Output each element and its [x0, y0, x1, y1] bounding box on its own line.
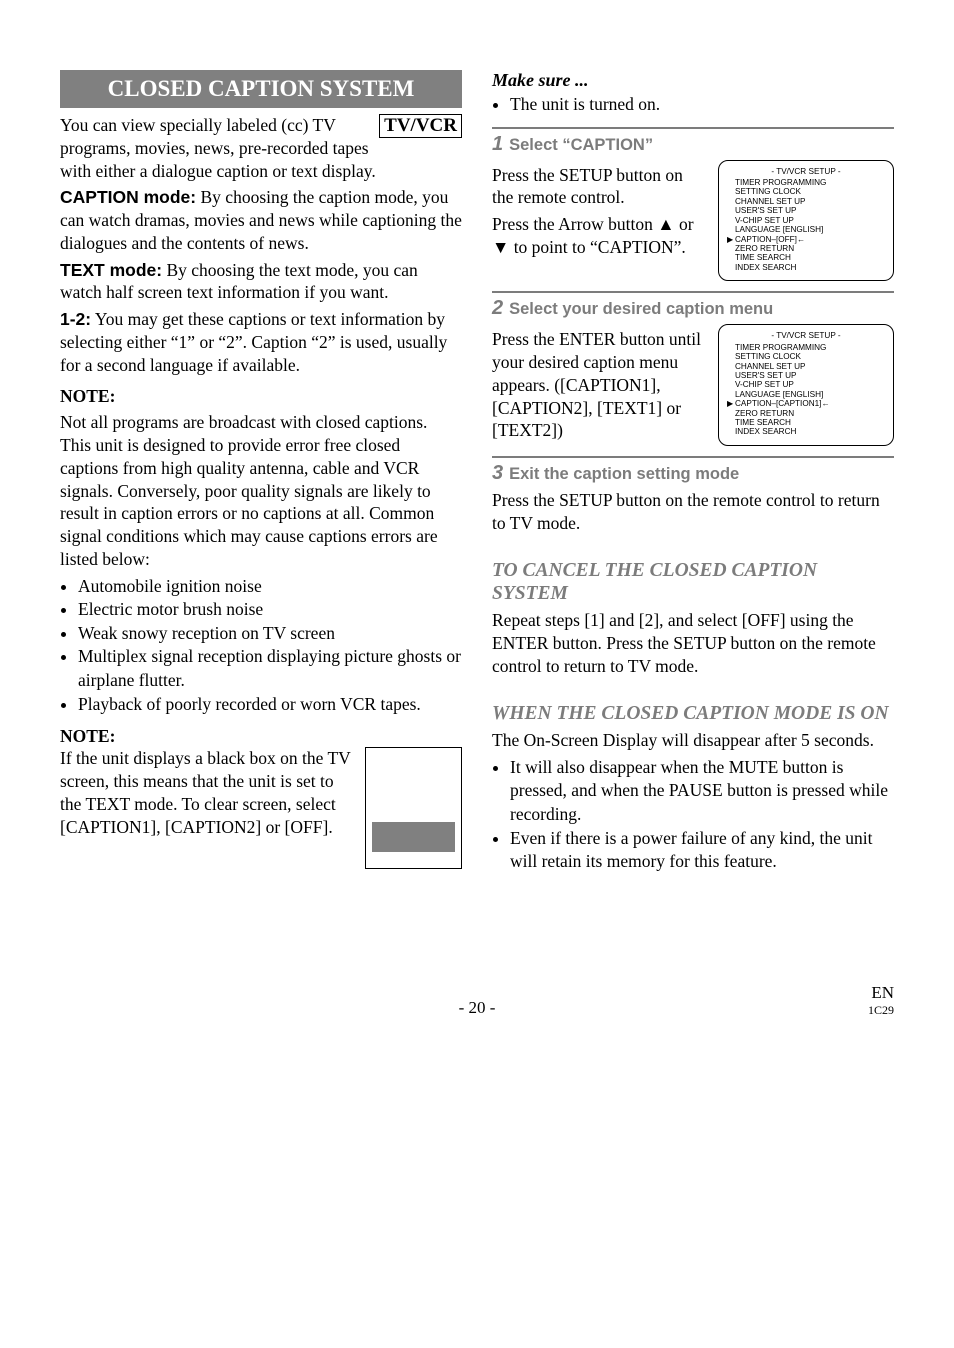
- list-item: Automobile ignition noise: [78, 575, 462, 599]
- cancel-heading: TO CANCEL THE CLOSED CAPTION SYSTEM: [492, 559, 894, 606]
- step-3-text: Press the SETUP button on the remote con…: [492, 489, 894, 535]
- footer-code: 1C29: [868, 1003, 894, 1018]
- one-two-label: 1-2:: [60, 309, 91, 329]
- page-number: - 20 -: [459, 998, 496, 1018]
- tv-vcr-badge: TV/VCR: [379, 114, 462, 138]
- list-item: Weak snowy reception on TV screen: [78, 622, 462, 646]
- section-title: CLOSED CAPTION SYSTEM: [60, 70, 462, 108]
- caption-mode-label: CAPTION mode:: [60, 187, 196, 207]
- page-footer: - 20 - EN 1C29: [60, 998, 894, 1018]
- note-heading-2: NOTE:: [60, 726, 462, 747]
- when-on-body: The On-Screen Display will disappear aft…: [492, 729, 894, 752]
- osd-title: - TV/VCR SETUP -: [727, 167, 885, 176]
- error-conditions-list: Automobile ignition noise Electric motor…: [60, 575, 462, 717]
- osd-title: - TV/VCR SETUP -: [727, 331, 885, 340]
- step-number: 3: [492, 462, 503, 484]
- caption-mode-para: CAPTION mode: By choosing the caption mo…: [60, 186, 462, 254]
- text-mode-bar: [372, 822, 455, 852]
- text-mode-label: TEXT mode:: [60, 260, 162, 280]
- step-1-text-a: Press the SETUP button on the remote con…: [492, 164, 708, 210]
- when-on-list: It will also disappear when the MUTE but…: [492, 756, 894, 874]
- step-divider: [492, 456, 894, 458]
- list-item: Multiplex signal reception displaying pi…: [78, 645, 462, 692]
- step-2-text: Press the ENTER button until your desire…: [492, 328, 708, 442]
- step-1-label: Select “CAPTION”: [509, 136, 653, 154]
- cancel-body: Repeat steps [1] and [2], and select [OF…: [492, 609, 894, 677]
- list-item: Electric motor brush noise: [78, 598, 462, 622]
- step-2-label: Select your desired caption menu: [509, 300, 773, 318]
- tv-screen-illustration: [365, 747, 462, 869]
- one-two-para: 1-2: You may get these captions or text …: [60, 308, 462, 376]
- text-mode-para: TEXT mode: By choosing the text mode, yo…: [60, 259, 462, 305]
- step-2-heading: 2 Select your desired caption menu: [492, 297, 894, 320]
- osd-panel-1: - TV/VCR SETUP - TIMER PROGRAMMING SETTI…: [718, 160, 894, 282]
- note-body-1: Not all programs are broadcast with clos…: [60, 411, 462, 570]
- list-item: Playback of poorly recorded or worn VCR …: [78, 693, 462, 717]
- when-on-heading: WHEN THE CLOSED CAPTION MODE IS ON: [492, 702, 894, 725]
- footer-en: EN: [871, 983, 894, 1002]
- one-two-text: You may get these captions or text infor…: [60, 309, 447, 375]
- step-1-text-b: Press the Arrow button ▲ or ▼ to point t…: [492, 213, 708, 259]
- note-heading-1: NOTE:: [60, 386, 462, 407]
- step-1-heading: 1 Select “CAPTION”: [492, 133, 894, 156]
- make-sure-item: The unit is turned on.: [510, 93, 894, 117]
- step-divider: [492, 291, 894, 293]
- make-sure-heading: Make sure ...: [492, 70, 894, 91]
- list-item: It will also disappear when the MUTE but…: [510, 756, 894, 827]
- note-body-2: If the unit displays a black box on the …: [60, 747, 355, 838]
- step-divider: [492, 127, 894, 129]
- step-3-heading: 3 Exit the caption setting mode: [492, 462, 894, 485]
- osd-panel-2: - TV/VCR SETUP - TIMER PROGRAMMING SETTI…: [718, 324, 894, 446]
- step-number: 1: [492, 133, 503, 155]
- list-item: Even if there is a power failure of any …: [510, 827, 894, 874]
- step-number: 2: [492, 297, 503, 319]
- step-3-label: Exit the caption setting mode: [509, 465, 739, 483]
